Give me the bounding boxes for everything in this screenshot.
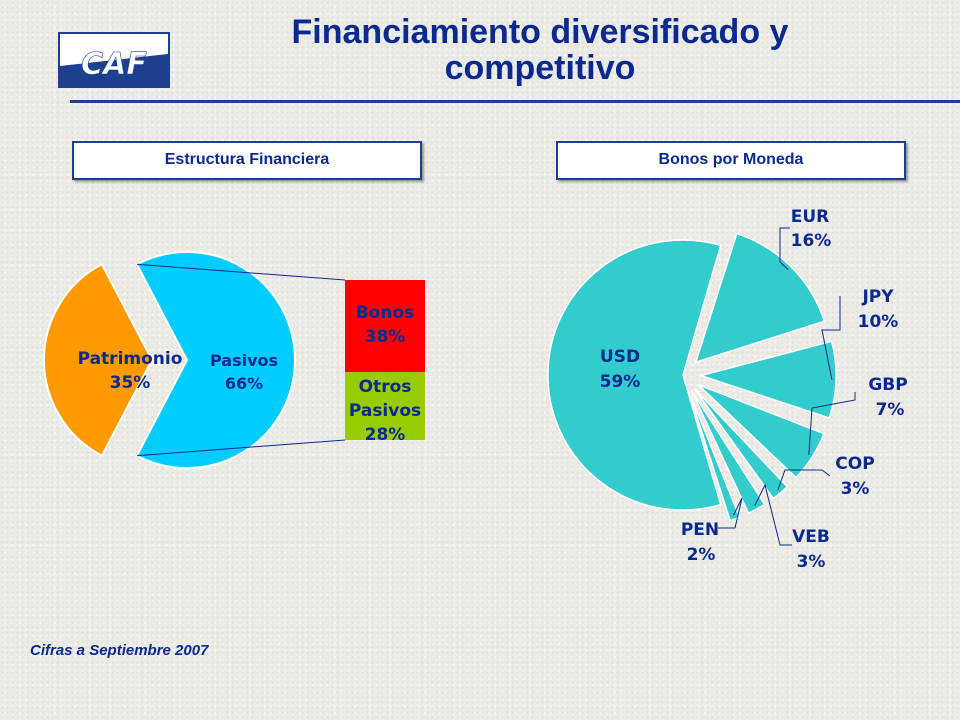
value-otros-pasivos: 28% xyxy=(365,425,406,445)
label-jpy: JPY xyxy=(861,287,894,307)
label-pen: PEN xyxy=(681,520,719,540)
label-usd: USD xyxy=(600,347,640,367)
pie-slice-veb xyxy=(690,390,766,515)
leader-line-pen xyxy=(718,497,743,529)
breakdown-bar-bonos xyxy=(345,280,425,373)
label-pasivos: Pasivos xyxy=(210,351,278,370)
label-gbp: GBP xyxy=(868,375,907,395)
value-eur: 16% xyxy=(791,231,832,251)
page-title: Financiamiento diversificado y competiti… xyxy=(180,14,900,86)
leader-line-jpy xyxy=(821,296,841,380)
label-patrimonio: Patrimonio xyxy=(78,349,183,369)
leader-line-gbp xyxy=(808,392,856,455)
label-bonos: Bonos xyxy=(356,303,415,323)
pie-slice-jpy xyxy=(698,340,837,419)
value-cop: 3% xyxy=(841,479,870,499)
value-jpy: 10% xyxy=(858,312,899,332)
pie-slice-gbp xyxy=(697,383,825,479)
value-gbp: 7% xyxy=(876,400,905,420)
panel-title-estructura: Estructura Financiera xyxy=(72,141,422,180)
leader-line-veb xyxy=(754,483,792,546)
label-cop: COP xyxy=(835,454,874,474)
breakdown-connector-bottom xyxy=(136,439,346,457)
leader-line-eur xyxy=(779,227,790,271)
page-title-line2: competitivo xyxy=(444,49,636,87)
caf-logo: CAF xyxy=(58,32,170,88)
value-patrimonio: 35% xyxy=(110,373,151,393)
value-bonos: 38% xyxy=(365,327,406,347)
pie-slice-patrimonio xyxy=(42,262,154,458)
value-pen: 2% xyxy=(687,545,716,565)
pie-slice-cop xyxy=(693,388,789,500)
value-pasivos: 66% xyxy=(225,374,263,393)
pie-slice-pen xyxy=(688,391,741,522)
label-eur: EUR xyxy=(791,207,830,227)
breakdown-connector-top xyxy=(136,263,346,281)
pie-slice-eur xyxy=(694,232,826,364)
footnote: Cifras a Septiembre 2007 xyxy=(30,642,209,659)
title-divider xyxy=(70,100,960,103)
page-title-line1: Financiamiento diversificado y xyxy=(291,13,789,51)
breakdown-bar-otros-pasivos xyxy=(345,372,425,440)
caf-logo-mark: CAF xyxy=(60,34,168,86)
pie-slice-pasivos xyxy=(135,251,296,469)
caf-logo-text: CAF xyxy=(81,47,147,82)
value-usd: 59% xyxy=(600,372,641,392)
pie-slice-usd xyxy=(547,239,722,511)
label-pasivos-2: Pasivos xyxy=(349,401,421,421)
label-otros: Otros xyxy=(359,377,412,397)
leader-line-cop xyxy=(777,469,831,490)
value-veb: 3% xyxy=(797,552,826,572)
label-veb: VEB xyxy=(792,527,830,547)
panel-title-bonos: Bonos por Moneda xyxy=(556,141,906,180)
